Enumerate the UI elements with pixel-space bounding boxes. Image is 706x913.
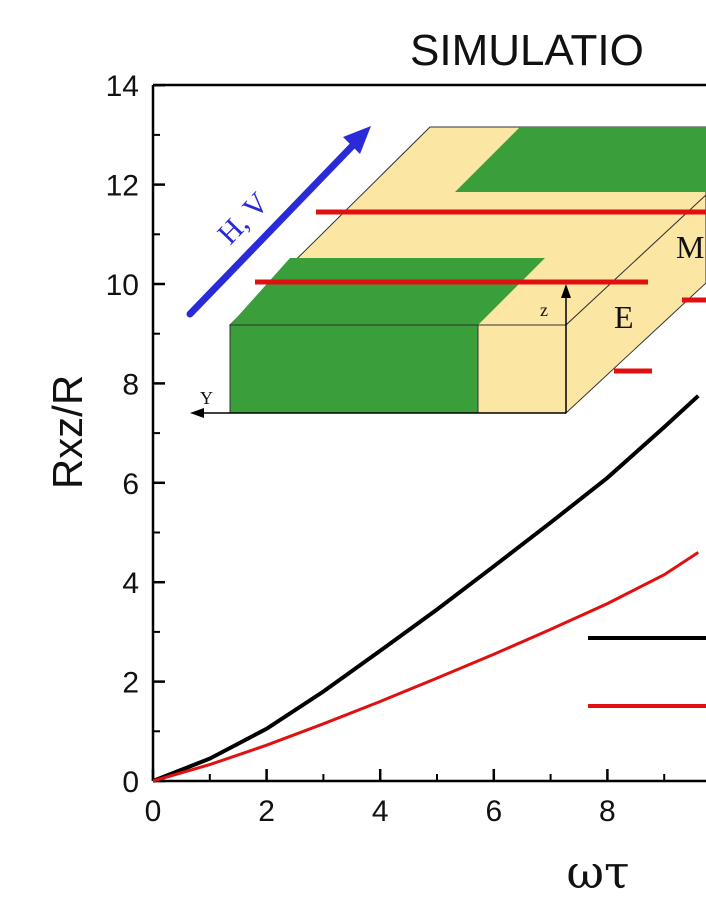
inset-green-top-right [455,127,706,192]
x-tick-label: 6 [485,795,502,828]
legend [588,636,706,708]
y-tick-label: 10 [106,269,139,302]
y-tick-label: 4 [122,567,139,600]
x-tick-label: 0 [145,795,162,828]
inset-green-top-left [230,258,545,325]
series-group [152,394,700,783]
y-tick-label: 12 [106,170,139,203]
inset-front-green [229,324,479,414]
x-axis-label: ωτ [567,845,630,899]
inset-field-arrowhead [343,126,371,154]
inset-field-arrow [186,134,364,318]
tick-labels: 0 2 4 6 8 10 12 14 0 2 4 6 8 [106,70,616,828]
x-tick-label: 2 [258,795,275,828]
inset-z-arrowhead [561,284,571,298]
y-tick-label: 6 [122,468,139,501]
inset-front-yellow [477,324,567,414]
y-tick-label: 2 [122,667,139,700]
y-tick-label: 0 [122,766,139,799]
x-tick-label: 4 [372,795,389,828]
y-axis-label: Rxz/R [44,375,91,489]
inset-y-arrowhead [190,408,204,418]
x-tick-label: 8 [599,795,616,828]
inset-z-label: z [540,300,548,320]
inset-field-label: H, V [211,186,275,251]
inset-m-label: M [676,229,704,265]
series-line-1 [152,394,700,783]
ticks [151,83,666,783]
y-tick-label: 14 [106,70,139,103]
inset-schematic: z Y E M H, V [186,126,706,418]
chart-title: SIMULATIO [410,26,644,75]
series-line-2 [152,551,700,783]
y-tick-label: 8 [122,368,139,401]
inset-y-label: Y [200,388,213,408]
inset-e-label: E [614,299,634,335]
